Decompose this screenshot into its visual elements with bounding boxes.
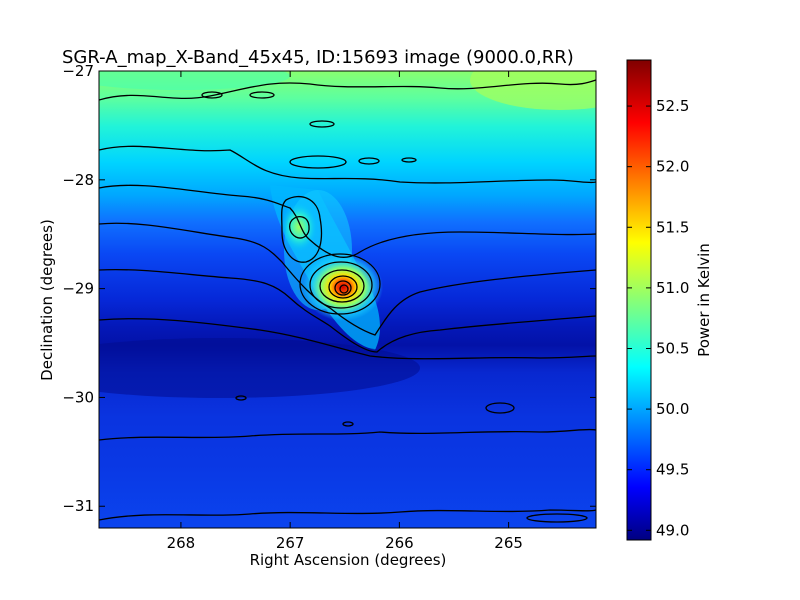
colorbar-tick-label: 49.0 <box>656 521 689 539</box>
contour-peak-3 <box>319 269 365 303</box>
contour-island-3 <box>358 157 380 165</box>
contour-mid-2 <box>99 222 596 336</box>
colorbar-tick-label: 50.5 <box>656 339 689 357</box>
colorbar-tick-label: 49.5 <box>656 461 689 479</box>
y-tick-label: −27 <box>62 62 94 80</box>
colorbar <box>626 59 652 541</box>
contour-island-6 <box>249 91 275 99</box>
heatmap-top-left-region <box>99 71 290 90</box>
heatmap-top-right-region <box>470 71 596 110</box>
contour-low-3 <box>99 509 596 521</box>
peak-source <box>303 253 383 321</box>
plot-frame <box>98 70 597 529</box>
contour-island-7 <box>485 402 515 414</box>
colorbar-tick-label: 51.0 <box>656 279 689 297</box>
contour-peak-2 <box>309 261 373 309</box>
contour-island-2 <box>289 155 347 169</box>
contour-mid-1 <box>99 184 596 258</box>
secondary-source <box>281 203 317 251</box>
contour-secondary-inner <box>289 215 310 239</box>
colorbar-tick-label: 50.0 <box>656 400 689 418</box>
x-tick-label: 267 <box>276 534 305 552</box>
contour-island-10 <box>526 513 588 523</box>
contour-mid-3 <box>99 268 596 353</box>
contour-island-9 <box>342 421 354 427</box>
contour-lines <box>99 79 596 523</box>
contour-peak-6 <box>339 284 349 294</box>
y-tick-label: −31 <box>62 497 94 515</box>
contour-peak-5 <box>334 280 352 296</box>
contour-island-5 <box>201 91 223 99</box>
y-tick-label: −28 <box>62 171 94 189</box>
x-axis-label: Right Ascension (degrees) <box>250 551 447 569</box>
contour-island-8 <box>235 395 247 401</box>
heatmap-plot <box>99 71 596 528</box>
colorbar-tick-label: 52.5 <box>656 97 689 115</box>
contour-peak-1 <box>299 253 381 315</box>
y-axis-label: Declination (degrees) <box>38 219 56 381</box>
contour-peak-4 <box>328 275 358 299</box>
contour-low-1 <box>99 318 596 360</box>
colorbar-ticks: 49.0 49.5 50.0 50.5 51.0 51.5 52.0 52.5 <box>627 97 689 539</box>
x-tick-label: 266 <box>385 534 414 552</box>
x-axis: 268 267 266 265 <box>167 71 523 552</box>
contour-top-2 <box>99 145 596 184</box>
y-tick-label: −30 <box>62 388 94 406</box>
y-tick-label: −29 <box>62 280 94 298</box>
colorbar-tick-label: 52.0 <box>656 158 689 176</box>
y-axis: −27 −28 −29 −30 −31 <box>62 62 596 515</box>
colorbar-tick-label: 51.5 <box>656 218 689 236</box>
contour-low-2 <box>99 428 596 441</box>
contour-island-1 <box>309 120 335 128</box>
colorbar-label: Power in Kelvin <box>695 243 713 357</box>
x-tick-label: 268 <box>167 534 196 552</box>
contour-top-1 <box>99 79 596 101</box>
contour-island-4 <box>401 157 417 163</box>
contour-secondary-outer <box>281 195 323 263</box>
chart-title: SGR-A_map_X-Band_45x45, ID:15693 image (… <box>62 47 574 68</box>
heatmap-dark-band <box>99 338 420 398</box>
x-tick-label: 265 <box>494 534 523 552</box>
